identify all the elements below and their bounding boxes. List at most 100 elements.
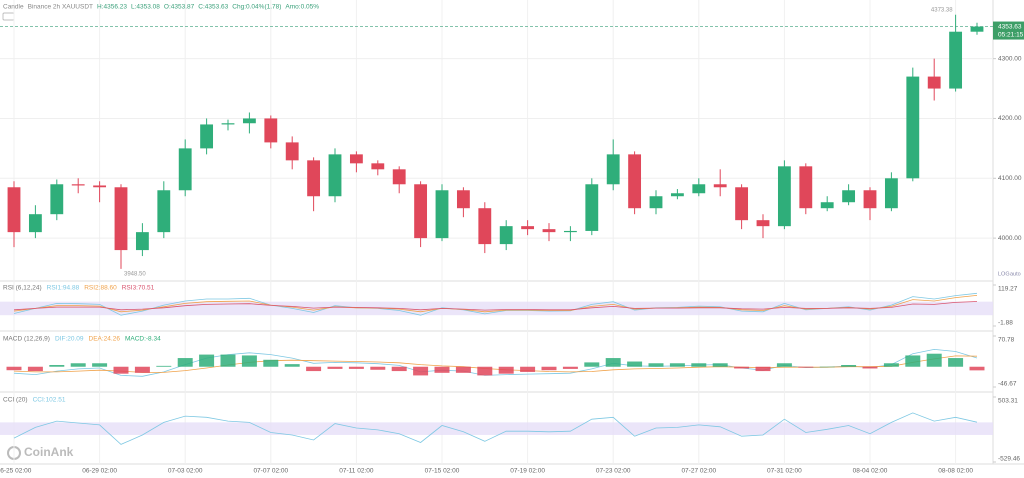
candle-body: [949, 31, 963, 89]
band: [0, 422, 993, 435]
candle-body: [392, 169, 406, 185]
x-tick-label: 07-31 02:00: [767, 468, 802, 475]
histogram-bar: [755, 366, 771, 372]
low-annotation: 3948.50: [124, 272, 146, 278]
y-tick-label: 4000.00: [998, 235, 1022, 242]
histogram-bar: [541, 366, 557, 371]
indicator-line: [13, 355, 978, 373]
histogram-bar: [712, 363, 728, 367]
x-tick-label: 07-23 02:00: [596, 468, 631, 475]
watermark-text: CoinAnk: [24, 445, 74, 459]
band: [0, 301, 993, 316]
histogram-bar: [391, 366, 407, 372]
x-tick-label: 07-11 02:00: [339, 468, 374, 475]
candle-body: [328, 154, 342, 197]
candle-body: [799, 166, 813, 209]
histogram-bar: [862, 366, 878, 369]
last-price-tag: [993, 21, 1024, 40]
histogram-bar: [969, 366, 985, 371]
legend-item: MACD:-8.34: [125, 336, 161, 343]
legend-item: DIF:20.09: [55, 336, 84, 343]
histogram-bar: [520, 366, 536, 372]
indicator-line: [13, 301, 978, 311]
histogram-bar: [498, 366, 514, 374]
candle-body: [735, 187, 749, 221]
y-tick-label: 4300.00: [998, 55, 1022, 62]
histogram-bar: [92, 363, 108, 367]
histogram-bar: [306, 366, 322, 372]
histogram-bar: [691, 363, 707, 367]
candle-body: [970, 26, 984, 32]
y-tick-label: 503.31: [998, 398, 1018, 405]
histogram-bar: [199, 354, 215, 367]
histogram-bar: [455, 366, 471, 373]
histogram-bar: [241, 355, 257, 367]
legend-item: RSI2:88.60: [84, 285, 117, 292]
y-tick-label: -529.46: [998, 456, 1020, 463]
x-tick-label: 06-29 02:00: [82, 468, 117, 475]
legend-item: CCI:102.51: [33, 397, 66, 404]
x-tick-label: 07-27 02:00: [681, 468, 716, 475]
histogram-bar: [220, 354, 236, 367]
candle-body: [93, 185, 107, 188]
histogram-bar: [926, 353, 942, 367]
histogram-bar: [627, 361, 643, 367]
candle-body: [371, 163, 385, 170]
candle-body: [713, 184, 727, 188]
x-tick-label: 08-04 02:00: [853, 468, 888, 475]
candle-body: [884, 178, 898, 209]
indicator-line: [13, 412, 978, 445]
candle-body: [777, 166, 791, 227]
candle-body: [756, 220, 770, 227]
header-item: Amo:0.05%: [285, 4, 319, 11]
candle-body: [242, 118, 256, 124]
y-tick-label: 4100.00: [998, 175, 1022, 182]
histogram-bar: [648, 363, 664, 367]
y-tick-label: -46.67: [998, 381, 1017, 388]
header-item: L:4353.08: [131, 4, 160, 11]
candle-body: [649, 196, 663, 209]
panel-title: CCI (20): [3, 397, 28, 404]
histogram-bar: [477, 366, 493, 376]
histogram-bar: [6, 366, 22, 371]
histogram-bar: [434, 366, 450, 373]
candle-body: [71, 184, 85, 186]
candle-body: [820, 202, 834, 209]
candle-body: [906, 76, 920, 179]
histogram-bar: [327, 366, 343, 369]
candle-body: [842, 190, 856, 203]
x-tick-label: 06-25 02:00: [0, 468, 32, 475]
histogram-bar: [584, 362, 600, 367]
candle-body: [692, 184, 706, 194]
histogram-bar: [905, 355, 921, 367]
candle-body: [349, 154, 363, 164]
candle-body: [135, 232, 149, 251]
histogram-bar: [669, 363, 685, 367]
candle-body: [478, 208, 492, 245]
candle-body: [114, 187, 128, 251]
histogram-bar: [883, 363, 899, 367]
histogram-bar: [134, 366, 150, 373]
histogram-bar: [177, 358, 193, 367]
histogram-bar: [776, 363, 792, 367]
candle-body: [585, 184, 599, 231]
histogram-bar: [605, 358, 621, 367]
candle-body: [563, 230, 577, 233]
histogram-bar: [841, 364, 857, 367]
header-item: C:4353.63: [198, 4, 228, 11]
panel-title: RSI (6,12,24): [3, 285, 42, 292]
histogram-bar: [284, 364, 300, 367]
candle-body: [157, 190, 171, 233]
candle-body: [28, 214, 42, 233]
histogram-bar: [413, 366, 429, 376]
histogram-bar: [734, 366, 750, 369]
histogram-bar: [798, 366, 814, 368]
histogram-bar: [819, 366, 835, 368]
histogram-bar: [156, 365, 172, 367]
candle-body: [456, 190, 470, 209]
candle-body: [863, 190, 877, 209]
candle-body: [178, 148, 192, 191]
header-item: Chg:0.04%(1.78): [232, 4, 281, 11]
header-item: O:4353.87: [164, 4, 195, 11]
